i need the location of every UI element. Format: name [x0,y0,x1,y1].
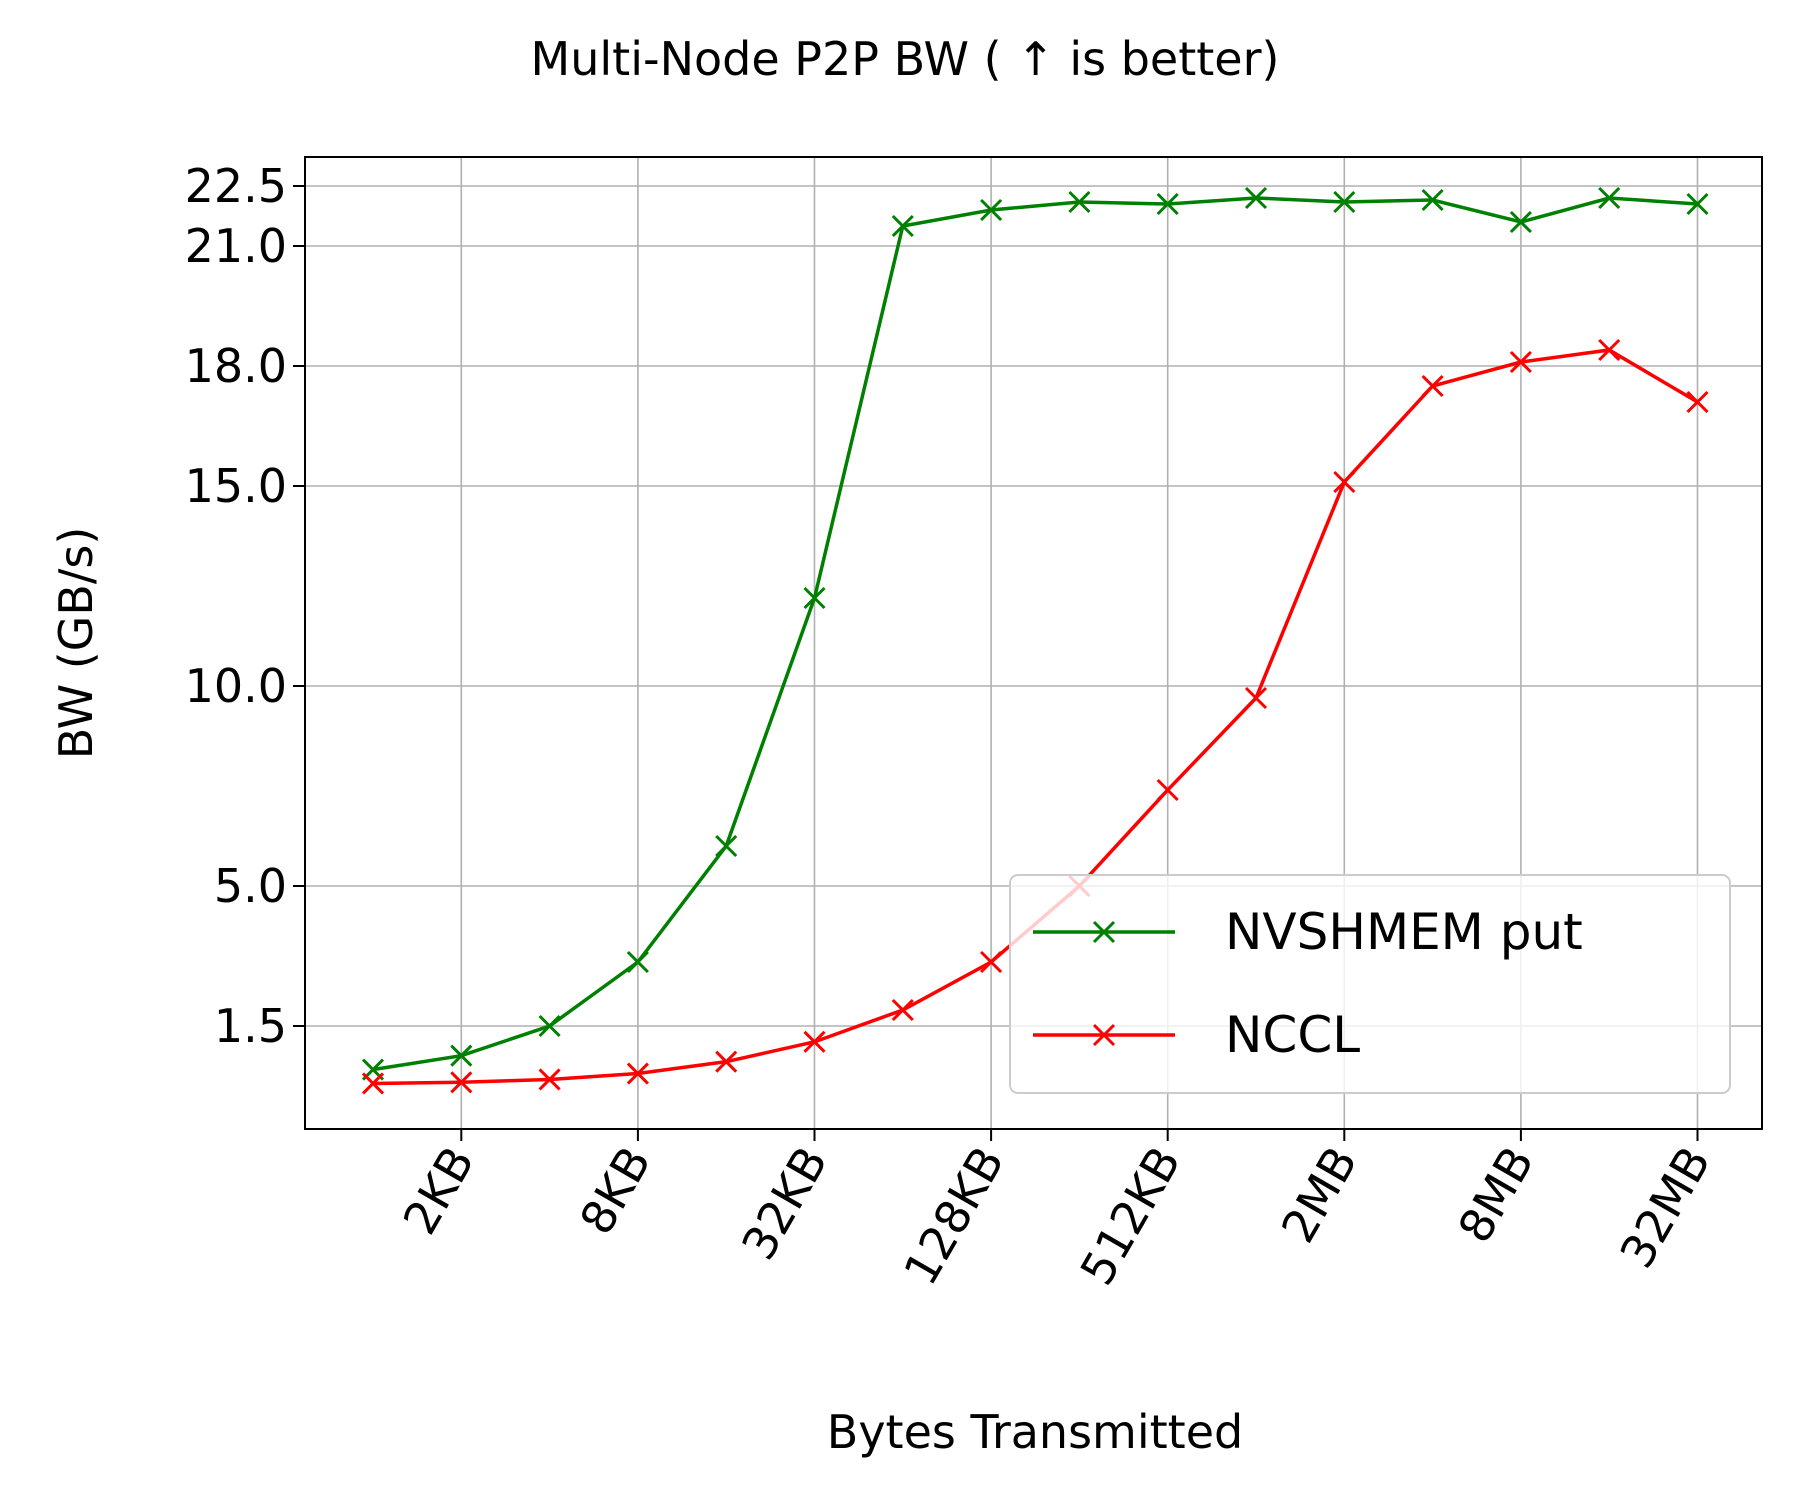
data-point-marker [1068,190,1091,214]
data-point-marker [1598,186,1621,210]
data-point-marker [450,1071,473,1094]
x-tick-label: 2KB [393,1138,485,1244]
data-point-marker [538,1068,561,1091]
data-point-marker [715,834,738,858]
data-point-marker [803,1030,826,1053]
data-point-marker [1244,686,1268,710]
data-point-marker [891,998,914,1022]
data-point-marker [1598,338,1621,362]
legend-marker [1092,1023,1116,1047]
chart-title: Multi-Node P2P BW ( ↑ is better) [531,32,1280,86]
legend-label: NVSHMEM put [1225,903,1583,961]
y-tick-label: 18.0 [185,339,287,393]
legend-box [1009,874,1731,1094]
data-point-marker [891,214,914,238]
x-tick-label: 128KB [893,1138,1015,1294]
data-point-marker [715,1050,738,1073]
x-tick-label: 2MB [1271,1138,1368,1252]
data-point-marker [1156,778,1179,802]
data-point-marker [1509,210,1532,234]
data-point-marker [980,198,1003,222]
data-point-marker [980,950,1003,974]
legend-label: NCCL [1225,1006,1360,1064]
x-axis-ticks: 2KB 8KB 32KB 128KB 512KB 2MB 8MB 32MB [393,1129,1721,1294]
data-point-marker [626,1062,649,1085]
legend-marker [1092,920,1116,944]
data-point-marker [1686,192,1709,216]
x-tick-label: 8KB [569,1138,661,1244]
data-point-marker [1156,192,1179,216]
data-point-marker [1509,350,1532,374]
y-tick-label: 10.0 [185,659,287,713]
data-point-marker [1333,190,1356,214]
y-axis-label: BW (GB/s) [49,527,103,760]
x-tick-label: 32KB [731,1138,838,1269]
data-point-marker [361,1072,385,1095]
y-tick-label: 22.5 [185,159,287,213]
x-tick-label: 32MB [1609,1138,1721,1277]
y-tick-label: 1.5 [214,999,287,1053]
x-axis-label: Bytes Transmitted [827,1405,1243,1459]
legend-entry: NCCL [1033,1006,1360,1064]
y-tick-label: 21.0 [185,219,287,273]
plot-area-frame [304,156,1763,1130]
y-axis-ticks: 1.5 5.0 10.0 15.0 18.0 21.0 22.5 [185,159,305,1053]
data-point-marker [1244,186,1268,210]
x-tick-label: 512KB [1070,1138,1192,1294]
data-point-marker [803,586,826,610]
data-point-marker [1686,390,1709,414]
data-point-marker [1333,470,1356,494]
x-tick-label: 8MB [1447,1138,1544,1252]
legend-entry: NVSHMEM put [1033,903,1583,961]
data-point-marker [450,1044,473,1067]
y-tick-label: 5.0 [214,859,287,913]
data-point-marker [626,950,649,974]
data-series [361,186,1709,1095]
legend: NVSHMEM put NCCL [1009,874,1731,1094]
data-point-marker [538,1014,561,1038]
y-tick-label: 15.0 [185,459,287,513]
data-point-marker [1421,374,1444,398]
series-line [372,196,1698,1072]
data-point-marker [1421,188,1444,212]
series-0 [361,186,1709,1081]
